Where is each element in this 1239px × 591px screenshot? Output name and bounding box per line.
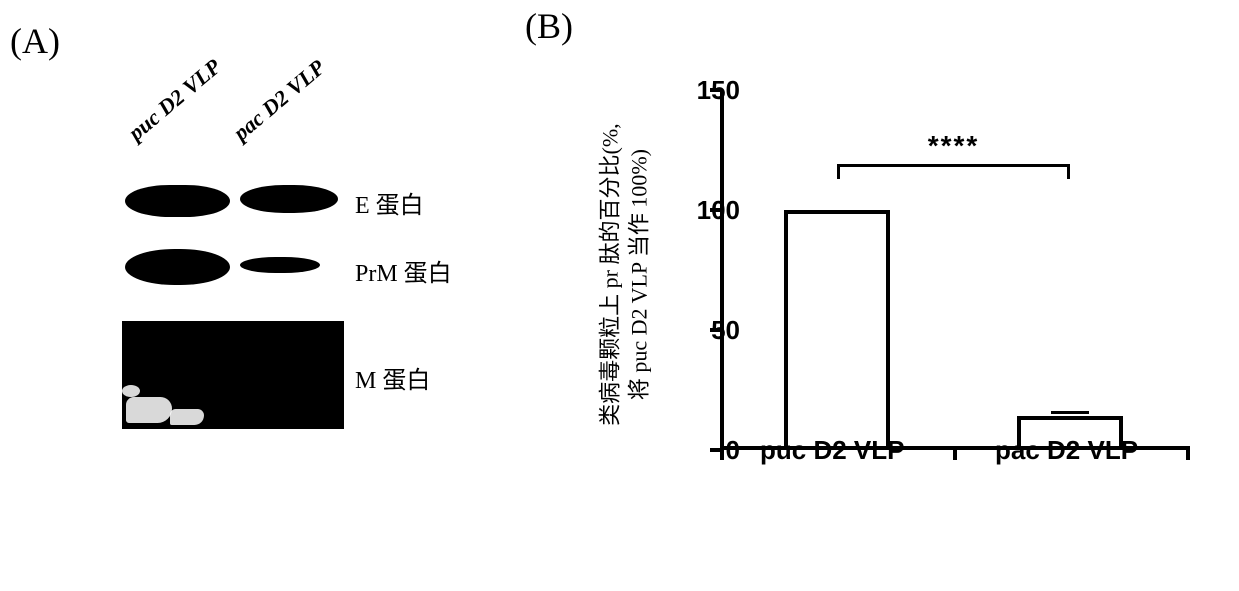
chart-error-cap bbox=[1051, 411, 1089, 414]
chart-ylabel-line2: 将 puc D2 VLP 当作 100%) bbox=[626, 149, 651, 400]
bar-chart-panel: 类病毒颗粒上 pr 肽的百分比(%, 将 puc D2 VLP 当作 100%)… bbox=[610, 65, 1220, 575]
chart-plot-area: **** bbox=[720, 90, 1190, 450]
blot-row-label-prm: PrM 蛋白 bbox=[355, 253, 452, 288]
western-blot-panel: puc D2 VLP pac D2 VLP E 蛋白 PrM 蛋白 M 蛋白 bbox=[90, 65, 450, 465]
blot-row-label-e: E 蛋白 bbox=[355, 185, 424, 220]
blot-band-e-lane2 bbox=[240, 185, 338, 213]
blot-row-label-m: M 蛋白 bbox=[355, 360, 430, 395]
chart-significance-stars: **** bbox=[837, 130, 1070, 162]
chart-bar bbox=[784, 210, 890, 446]
chart-y-axis-label: 类病毒颗粒上 pr 肽的百分比(%, 将 puc D2 VLP 当作 100%) bbox=[596, 124, 653, 426]
chart-ytick-label: 0 bbox=[680, 435, 740, 466]
blot-band-e-lane1 bbox=[125, 185, 230, 217]
panel-label-a: (A) bbox=[10, 20, 60, 62]
chart-significance-bracket bbox=[837, 164, 1070, 167]
blot-lane-label-1: puc D2 VLP bbox=[123, 54, 226, 146]
blot-band-m-box bbox=[122, 321, 344, 429]
panel-label-b: (B) bbox=[525, 5, 573, 47]
chart-significance-bracket-drop bbox=[1067, 164, 1070, 179]
chart-xtick-label: puc D2 VLP bbox=[760, 435, 904, 466]
chart-ytick-label: 50 bbox=[680, 315, 740, 346]
chart-y-axis bbox=[720, 90, 724, 450]
chart-y-axis-label-container: 类病毒颗粒上 pr 肽的百分比(%, 将 puc D2 VLP 当作 100%) bbox=[595, 65, 655, 485]
chart-ylabel-line1: 类病毒颗粒上 pr 肽的百分比(%, bbox=[597, 124, 622, 426]
chart-significance-bracket-drop bbox=[837, 164, 840, 179]
blot-lane-labels: puc D2 VLP pac D2 VLP bbox=[90, 65, 350, 160]
blot-band-prm-lane2 bbox=[240, 257, 320, 273]
chart-xtick bbox=[953, 450, 957, 460]
blot-band-prm-lane1 bbox=[125, 249, 230, 285]
chart-ytick-label: 150 bbox=[680, 75, 740, 106]
chart-ytick-label: 100 bbox=[680, 195, 740, 226]
blot-lane-label-2: pac D2 VLP bbox=[228, 55, 330, 146]
chart-xtick bbox=[1186, 450, 1190, 460]
chart-xtick-label: pac D2 VLP bbox=[995, 435, 1138, 466]
